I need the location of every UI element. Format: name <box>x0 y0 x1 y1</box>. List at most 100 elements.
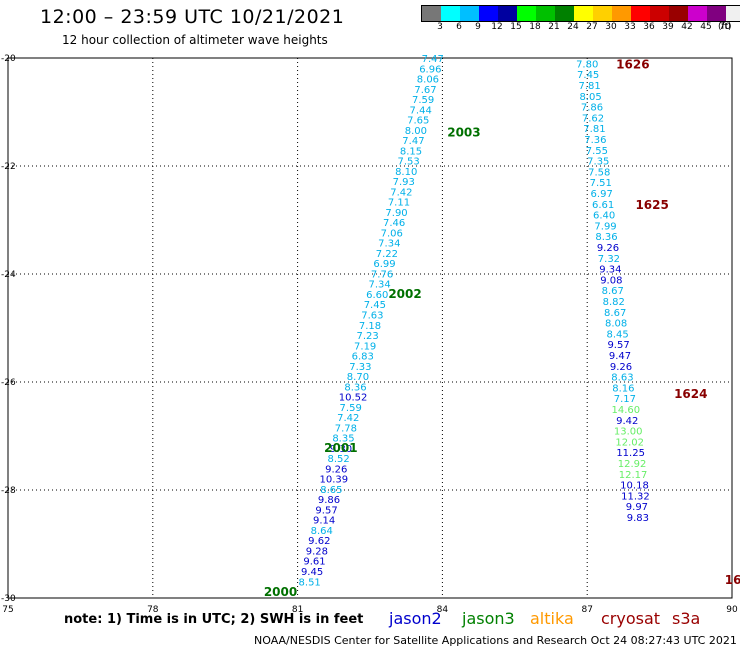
longitude-tick-label: 78 <box>147 605 159 615</box>
legend-tick-label: 27 <box>586 22 598 32</box>
swh-value-label: 9.30 <box>330 444 352 455</box>
swh-value-label: 8.06 <box>417 75 439 86</box>
swh-value-label: 7.99 <box>594 221 616 232</box>
track-time-label: 2001 <box>324 441 357 455</box>
legend-swatch <box>669 6 688 21</box>
map-frame <box>7 57 733 599</box>
legend-tick-label: 36 <box>643 22 655 32</box>
legend-swatch <box>574 6 593 21</box>
satellite-label-cryosat: cryosat <box>601 609 661 628</box>
swh-value-label: 8.70 <box>347 372 369 383</box>
swh-value-label: 7.23 <box>356 331 378 342</box>
swh-value-label: 7.36 <box>584 135 606 146</box>
swh-value-label: 6.40 <box>593 211 615 222</box>
legend-swatch <box>422 6 441 21</box>
swh-value-label: 7.34 <box>378 239 400 250</box>
legend-tick-label: 30 <box>605 22 617 32</box>
swh-value-label: 7.34 <box>369 280 391 291</box>
longitude-tick-label: 75 <box>2 605 13 615</box>
color-scale-unit: (ft) <box>718 22 732 32</box>
swh-value-label: 6.96 <box>419 64 441 75</box>
swh-value-label: 8.10 <box>395 167 417 178</box>
swh-value-label: 8.36 <box>595 232 617 243</box>
legend-swatch <box>479 6 498 21</box>
swh-value-label: 7.59 <box>340 403 362 414</box>
swh-value-label: 6.83 <box>352 352 374 363</box>
track-time-label: 1625 <box>635 198 668 212</box>
legend-tick-label: 6 <box>456 22 462 32</box>
swh-value-label: 11.25 <box>616 448 645 459</box>
track-time-label: 2000 <box>264 585 297 599</box>
legend-tick-label: 70 <box>719 22 731 32</box>
legend-swatch <box>536 6 555 21</box>
legend-tick-label: 18 <box>529 22 541 32</box>
swh-value-label: 7.58 <box>588 167 610 178</box>
legend-swatch <box>460 6 479 21</box>
swh-value-label: 7.22 <box>376 249 398 260</box>
swh-value-label: 7.17 <box>614 394 636 405</box>
latitude-tick-label: -30 <box>1 594 16 604</box>
swh-value-label: 14.60 <box>611 405 640 416</box>
swh-value-label: 10.39 <box>319 475 348 486</box>
swh-value-label: 7.93 <box>393 177 415 188</box>
track-time-label: 2002 <box>388 287 421 301</box>
track-time-label: 1624 <box>674 387 707 401</box>
swh-value-label: 7.35 <box>587 157 609 168</box>
swh-value-label: 9.45 <box>301 567 323 578</box>
legend-tick-label: 24 <box>567 22 579 32</box>
swh-value-label: 8.63 <box>611 373 633 384</box>
legend-tick-label: 21 <box>548 22 560 32</box>
swh-value-label: 7.51 <box>590 178 612 189</box>
swh-value-label: 9.47 <box>609 351 631 362</box>
swh-value-label: 10.52 <box>339 393 368 404</box>
legend-tick-label: 39 <box>662 22 674 32</box>
note-text: note: 1) Time is in UTC; 2) SWH is in fe… <box>64 612 364 627</box>
swh-value-label: 6.61 <box>592 200 614 211</box>
swh-value-label: 9.57 <box>607 340 629 351</box>
legend-swatch <box>498 6 517 21</box>
track-time-label: 1626 <box>616 57 649 71</box>
latitude-tick-label: -24 <box>1 270 16 280</box>
swh-value-label: 8.05 <box>579 92 601 103</box>
legend-swatch <box>707 6 726 21</box>
legend-tick-label: 15 <box>510 22 522 32</box>
color-scale-legend <box>421 5 740 22</box>
swh-value-label: 10.18 <box>620 481 649 492</box>
track-time-label: 16 <box>725 573 740 587</box>
swh-value-label: 9.83 <box>627 513 649 524</box>
satellite-label-s3a: s3a <box>672 609 701 628</box>
credit-line: NOAA/NESDIS Center for Satellite Applica… <box>254 634 737 647</box>
longitude-tick-label: 84 <box>437 605 449 615</box>
legend-swatch <box>441 6 460 21</box>
swh-value-label: 7.42 <box>337 413 359 424</box>
legend-swatch <box>593 6 612 21</box>
swh-value-label: 8.67 <box>604 308 626 319</box>
swh-value-label: 7.86 <box>581 103 603 114</box>
swh-value-label: 7.80 <box>576 59 598 70</box>
track-time-label: 2003 <box>447 125 480 139</box>
swh-value-label: 7.18 <box>359 321 381 332</box>
swh-value-label: 7.90 <box>385 208 407 219</box>
swh-value-label: 9.28 <box>306 546 328 557</box>
swh-value-label: 7.55 <box>586 146 608 157</box>
longitude-tick-label: 81 <box>292 605 303 615</box>
swh-value-label: 7.67 <box>414 85 436 96</box>
legend-tick-label: 9 <box>475 22 481 32</box>
swh-value-label: 8.15 <box>400 146 422 157</box>
legend-swatch <box>688 6 707 21</box>
swh-value-label: 9.26 <box>597 243 619 254</box>
swh-value-label: 9.57 <box>315 505 337 516</box>
legend-swatch <box>726 6 740 21</box>
swh-value-label: 8.65 <box>320 485 342 496</box>
swh-value-label: 7.06 <box>381 228 403 239</box>
swh-value-label: 9.34 <box>599 265 621 276</box>
longitude-tick-label: 87 <box>581 605 592 615</box>
latitude-tick-label: -28 <box>1 486 16 496</box>
latitude-tick-label: -26 <box>1 378 16 388</box>
swh-value-label: 8.08 <box>605 319 627 330</box>
legend-swatch <box>555 6 574 21</box>
swh-value-label: 7.11 <box>388 198 410 209</box>
swh-value-label: 7.65 <box>407 116 429 127</box>
swh-value-label: 9.61 <box>303 557 325 568</box>
swh-value-label: 7.19 <box>354 341 376 352</box>
